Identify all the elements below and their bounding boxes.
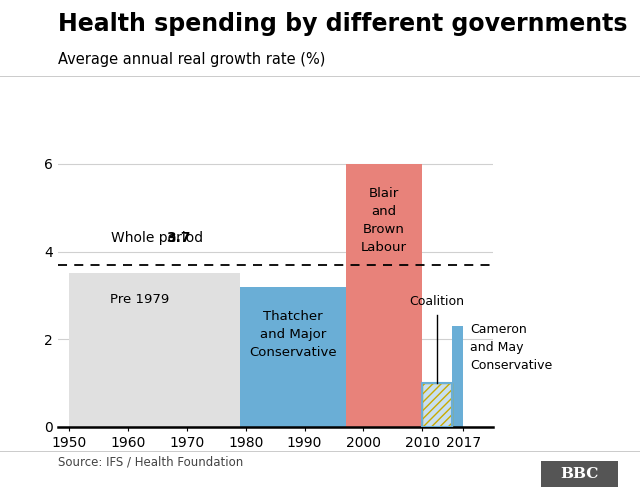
Text: 3.7: 3.7 — [166, 231, 191, 245]
Bar — [452, 326, 463, 427]
Text: Source: IFS / Health Foundation: Source: IFS / Health Foundation — [58, 456, 243, 469]
Bar — [240, 287, 346, 427]
Bar — [422, 383, 452, 427]
Bar — [69, 273, 240, 427]
Text: Whole period: Whole period — [111, 231, 207, 245]
Text: Coalition: Coalition — [410, 296, 465, 309]
Text: Thatcher
and Major
Conservative: Thatcher and Major Conservative — [249, 310, 337, 359]
Text: Blair
and
Brown
Labour: Blair and Brown Labour — [361, 187, 407, 254]
Text: Average annual real growth rate (%): Average annual real growth rate (%) — [58, 52, 325, 67]
Text: BBC: BBC — [560, 467, 598, 481]
Bar — [422, 383, 452, 427]
Bar — [346, 164, 422, 427]
Text: Cameron
and May
Conservative: Cameron and May Conservative — [470, 323, 553, 372]
Text: Health spending by different governments: Health spending by different governments — [58, 12, 627, 36]
Text: Pre 1979: Pre 1979 — [110, 293, 170, 306]
